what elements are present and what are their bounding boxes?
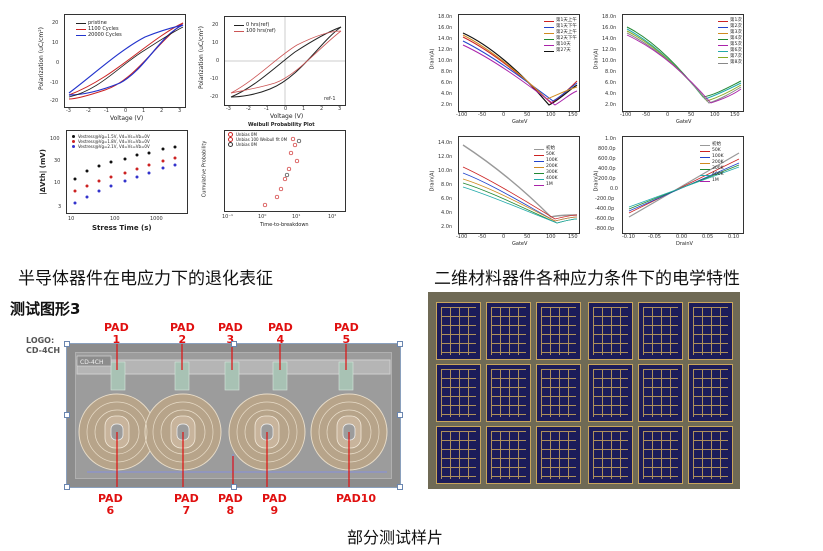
caption-2d-material: 二维材料器件各种应力条件下的电学特性 — [434, 269, 740, 289]
iv3-legend: 初始 50K 100K 200K 300K 400K 1M — [534, 146, 558, 188]
stress-legend: Vestress@Vg=1.5V, Vd=Vs=Vb=0V Vestress@V… — [72, 134, 150, 149]
test-sample-photo — [428, 292, 740, 489]
chip-logo-text: CD-4CH — [80, 359, 104, 366]
pad-5-label: PAD 5 — [334, 321, 359, 346]
iv2-plot: Drain(A) 第1次 第2次 第3次 第4次 第5次 第6次 第7次 第8次… — [592, 8, 748, 126]
hysteresis-plot: Polarization (uC/cm²) pristine 1100 Cycl… — [38, 10, 190, 122]
iv3-xlabel: GateV — [512, 241, 528, 247]
resize-handle-br[interactable] — [397, 484, 403, 490]
hysteresis2-xlabel: Voltage (V) — [270, 113, 304, 120]
iv3-plot: Drain(A) 初始 50K 100K 200K 300K 400K 1M 1… — [428, 132, 584, 248]
iv2-ylabel: Drain(A) — [593, 48, 600, 70]
pad-3-label: PAD 3 — [218, 321, 243, 346]
iv1-curves — [462, 32, 578, 106]
pad-2-label: PAD 2 — [170, 321, 195, 346]
iv4-plot: Drain(A) 初始 50K 100K 200K 300K 400K 1M 1… — [592, 132, 748, 248]
pad-10-label: PAD10 — [336, 492, 377, 505]
weibull-title: Weibull Probability Plot — [248, 122, 315, 128]
iv1-plot: Drain(A) 第1天上午 第1天下午 第2天上午 第2天下午 第10天 第2… — [428, 8, 584, 126]
hysteresis2-ylabel: Polarization (uC/cm²) — [198, 25, 206, 90]
iv1-xlabel: GateV — [512, 119, 528, 125]
hysteresis-ylabel: Polarization (uC/cm²) — [38, 26, 46, 91]
stress-points — [73, 145, 177, 205]
test-pattern-title: 测试图形3 — [10, 300, 81, 318]
iv4-curves — [628, 152, 740, 218]
weibull-plot: Weibull Probability Plot Cumulative Prob… — [200, 122, 350, 235]
resize-handle-ml[interactable] — [64, 412, 70, 418]
iv2-curves — [626, 26, 742, 104]
degradation-figure: Polarization (uC/cm²) pristine 1100 Cycl… — [38, 10, 350, 235]
weibull-points — [262, 136, 302, 208]
stress-ylabel: |ΔVth| (mV) — [38, 149, 47, 195]
resize-handle-tl[interactable] — [64, 341, 70, 347]
logo-label: LOGO: CD-4CH — [26, 336, 61, 355]
weibull-ylabel: Cumulative Probability — [201, 140, 208, 198]
iv1-ylabel: Drain(A) — [429, 48, 436, 70]
hysteresis2-curves — [225, 17, 345, 105]
iv3-ylabel: Drain(A) — [429, 170, 436, 192]
resize-handle-tc[interactable] — [231, 341, 237, 347]
iv2-legend: 第1次 第2次 第3次 第4次 第5次 第6次 第7次 第8次 — [718, 18, 742, 66]
caption-test-samples: 部分测试样片 — [347, 528, 444, 547]
hysteresis-legend: pristine 1100 Cycles 20000 Cycles — [76, 20, 122, 38]
pad-1-label: PAD 1 — [104, 321, 129, 346]
pad-7-label: PAD 7 — [174, 492, 199, 517]
chip-layout-drawing: CD-4CH — [76, 344, 391, 487]
resize-handle-bl[interactable] — [64, 484, 70, 490]
hysteresis-curves — [68, 22, 184, 100]
pad-4-label: PAD 4 — [268, 321, 293, 346]
hysteresis2-plot: Polarization (uC/cm²) 0 hrs(ref) 100 hrs… — [198, 14, 350, 122]
stress-plot: |ΔVth| (mV) Vestress@Vg=1.5V, Vd=Vs=Vb=0… — [38, 128, 190, 235]
pad-6-label: PAD 6 — [98, 492, 123, 517]
iv4-legend: 初始 50K 100K 200K 300K 400K 1M — [700, 142, 724, 184]
pad-8-label: PAD 8 — [218, 492, 243, 517]
iv1-legend: 第1天上午 第1天下午 第2天上午 第2天下午 第10天 第27天 — [544, 18, 577, 54]
iv2-xlabel: GateV — [676, 119, 692, 125]
iv3-curves — [462, 144, 578, 224]
resize-handle-bc[interactable] — [231, 484, 237, 490]
hysteresis2-legend: 0 hrs(ref) 100 hrs(ref) — [234, 22, 276, 34]
iv-figure: Drain(A) 第1天上午 第1天下午 第2天上午 第2天下午 第10天 第2… — [428, 8, 750, 248]
resize-handle-tr[interactable] — [397, 341, 403, 347]
hysteresis-xlabel: Voltage (V) — [110, 115, 144, 122]
resize-handle-mr[interactable] — [397, 412, 403, 418]
weibull-xlabel: Time-to-breakdown — [260, 222, 309, 228]
pad-9-label: PAD 9 — [262, 492, 287, 517]
stress-xlabel: Stress Time (s) — [92, 224, 152, 232]
test-chip-layout[interactable]: CD-4CH — [64, 341, 403, 490]
iv4-xlabel: DrainV — [676, 241, 693, 247]
weibull-legend: Unbias 0M Unbias 100 Weibull fit 0M Unbi… — [228, 132, 287, 147]
caption-degradation: 半导体器件在电应力下的退化表征 — [18, 269, 273, 289]
